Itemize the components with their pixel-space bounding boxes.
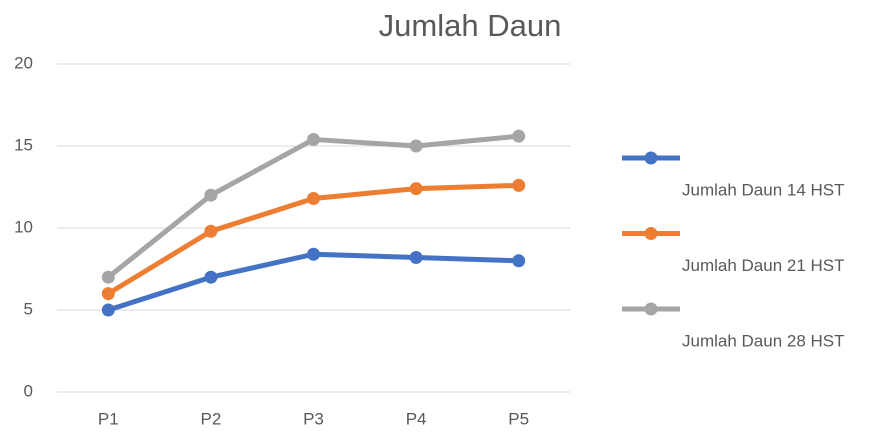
data-point — [512, 254, 526, 268]
data-point — [512, 178, 526, 192]
y-tick-label: 0 — [24, 381, 33, 400]
x-tick-label: P2 — [201, 409, 222, 428]
data-point — [307, 132, 320, 146]
data-point — [409, 182, 423, 196]
x-tick-label: P5 — [508, 409, 529, 428]
y-tick-label: 20 — [14, 53, 33, 72]
legend-marker — [644, 302, 658, 316]
data-point — [512, 129, 526, 143]
chart-title: Jumlah Daun — [379, 8, 562, 43]
y-tick-label: 10 — [14, 217, 33, 236]
data-point — [101, 303, 115, 317]
data-point — [101, 270, 115, 284]
x-tick-label: P3 — [303, 409, 324, 428]
x-tick-label: P1 — [98, 409, 119, 428]
x-tick-label: P4 — [406, 409, 427, 428]
series-line — [107, 251, 519, 313]
data-point — [409, 251, 423, 265]
y-tick-label: 15 — [14, 135, 33, 154]
data-point — [409, 139, 423, 153]
data-point — [204, 188, 218, 202]
data-point — [204, 224, 218, 238]
legend-label: Jumlah Daun 14 HST — [682, 180, 845, 199]
legend-marker — [644, 151, 658, 165]
legend-marker — [644, 227, 658, 240]
legend-label: Jumlah Daun 28 HST — [682, 331, 845, 350]
data-point — [101, 287, 115, 301]
data-point — [307, 191, 320, 205]
legend-label: Jumlah Daun 21 HST — [682, 256, 845, 275]
data-point — [307, 247, 320, 261]
y-tick-label: 5 — [24, 299, 33, 318]
data-point — [204, 270, 218, 284]
